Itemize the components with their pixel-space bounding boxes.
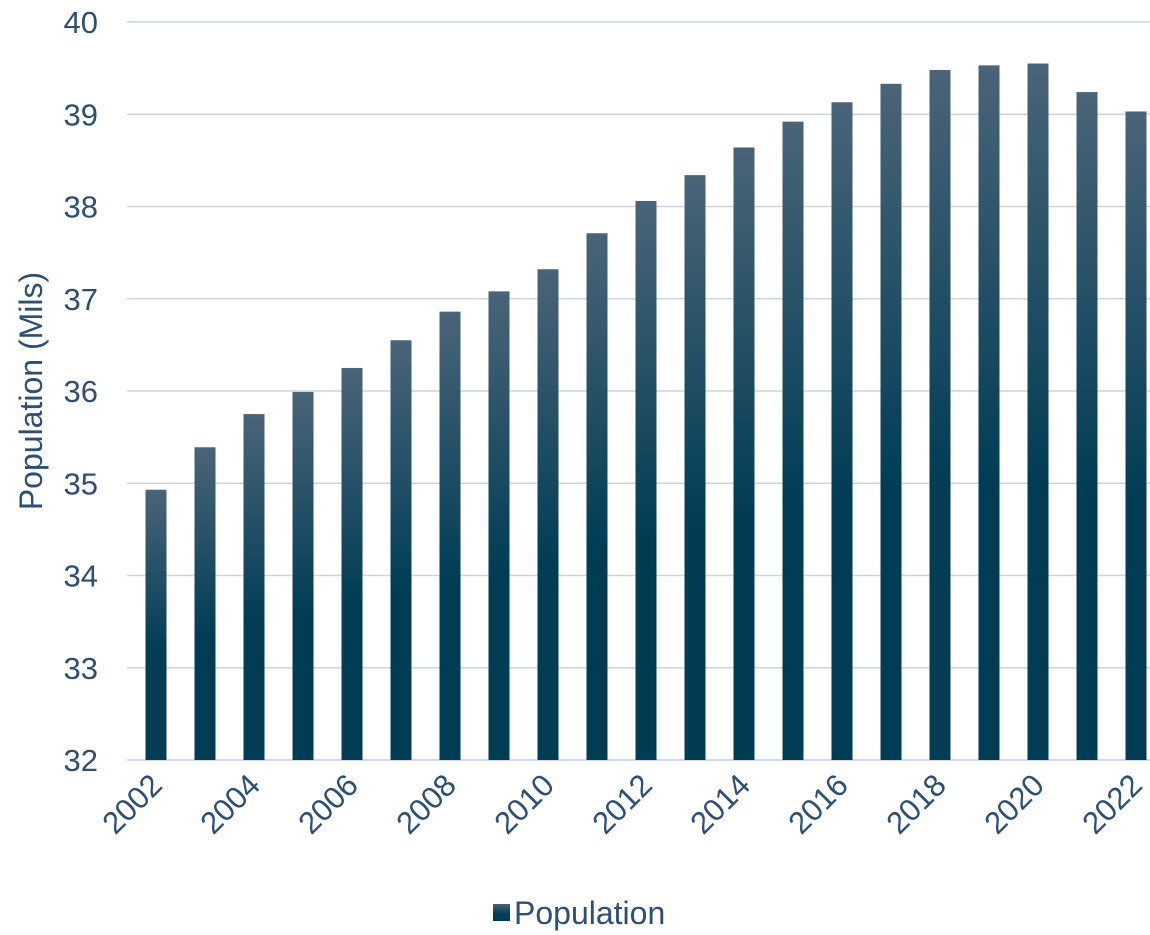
bar-2013: [684, 175, 706, 760]
bar-2019: [978, 65, 1000, 761]
y-axis-label: Population (Mils): [13, 272, 49, 510]
y-tick-label: 34: [64, 559, 98, 594]
bar-2015: [782, 121, 804, 760]
bars: [145, 63, 1147, 761]
bar-2010: [537, 269, 559, 760]
x-tick-label: 2006: [291, 767, 365, 841]
y-tick-label: 35: [64, 466, 98, 501]
bar-2016: [831, 102, 853, 760]
bar-2011: [586, 233, 608, 760]
y-tick-label: 37: [64, 282, 98, 317]
x-tick-label: 2008: [389, 767, 463, 841]
y-tick-label: 36: [64, 374, 98, 409]
x-axis-ticks: 2002 2004 2006 2008 2010 2012 2014 2016 2018 2020…: [95, 767, 1149, 841]
y-tick-label: 40: [64, 5, 98, 40]
bar-2007: [390, 340, 412, 760]
bar-2003: [194, 447, 216, 760]
y-tick-label: 33: [64, 651, 98, 686]
bar-2008: [439, 311, 461, 760]
x-tick-label: 2014: [683, 767, 757, 841]
bar-2022: [1125, 111, 1147, 761]
bar-2018: [929, 69, 951, 761]
y-tick-label: 39: [64, 97, 98, 132]
x-tick-label: 2020: [977, 767, 1051, 841]
y-tick-label: 38: [64, 190, 98, 225]
x-tick-label: 2002: [95, 767, 169, 841]
x-tick-label: 2018: [879, 767, 953, 841]
bar-2012: [635, 200, 657, 761]
x-tick-label: 2004: [193, 767, 267, 841]
legend-swatch: [493, 904, 510, 921]
legend: Population: [493, 895, 665, 931]
x-tick-label: 2016: [781, 767, 855, 841]
bar-2004: [243, 414, 265, 760]
bar-2020: [1027, 63, 1049, 760]
bar-2017: [880, 83, 902, 761]
x-tick-label: 2012: [585, 767, 659, 841]
y-tick-label: 32: [64, 743, 98, 778]
bar-2021: [1076, 92, 1098, 761]
legend-label: Population: [514, 895, 665, 931]
bar-2014: [733, 147, 755, 760]
x-tick-label: 2010: [487, 767, 561, 841]
x-tick-label: 2022: [1075, 767, 1149, 841]
bar-2005: [292, 391, 314, 760]
bar-2009: [488, 291, 510, 760]
bar-2006: [341, 367, 363, 760]
y-axis-ticks: 32 33 34 35 36 37 38 39 40: [64, 5, 98, 778]
bar-2002: [145, 489, 167, 760]
